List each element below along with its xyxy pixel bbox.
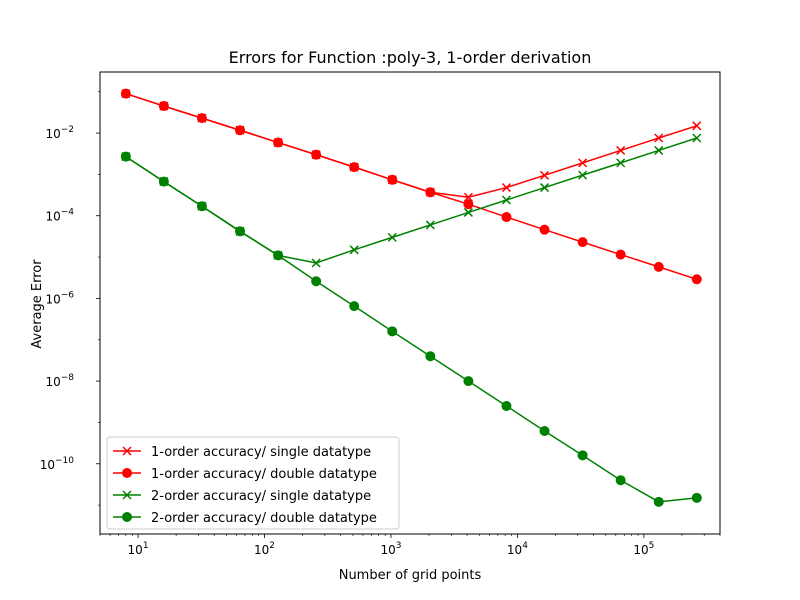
x-tick-label: 103 bbox=[380, 541, 401, 557]
data-point bbox=[577, 237, 588, 248]
data-point bbox=[578, 170, 588, 180]
y-tick-label: 10−2 bbox=[45, 125, 74, 141]
data-point bbox=[501, 212, 512, 223]
data-point bbox=[616, 145, 626, 155]
data-point bbox=[235, 226, 246, 237]
data-point bbox=[654, 145, 664, 155]
data-point bbox=[691, 274, 702, 285]
data-point bbox=[463, 199, 474, 210]
data-point bbox=[158, 101, 169, 112]
legend-marker bbox=[122, 490, 132, 500]
legend: 1-order accuracy/ single datatype 1-order… bbox=[106, 436, 400, 530]
data-point bbox=[691, 492, 702, 503]
data-point bbox=[501, 400, 512, 411]
data-point bbox=[463, 376, 474, 387]
data-point bbox=[235, 125, 246, 136]
data-point bbox=[463, 192, 473, 202]
y-axis-ticks: 10−2 10−4 10−6 10−8 10−10 bbox=[40, 125, 100, 472]
data-point bbox=[387, 232, 397, 242]
data-point bbox=[578, 158, 588, 168]
data-point bbox=[540, 170, 550, 180]
data-point bbox=[349, 301, 360, 312]
data-point bbox=[387, 174, 398, 185]
chart-title: Errors for Function :poly-3, 1-order der… bbox=[229, 48, 592, 67]
x-axis-label: Number of grid points bbox=[339, 568, 482, 583]
data-point bbox=[311, 149, 322, 160]
y-tick-label: 10−4 bbox=[45, 208, 74, 224]
data-point bbox=[654, 133, 664, 143]
axes-frame bbox=[99, 71, 721, 535]
data-point bbox=[196, 201, 207, 212]
data-point bbox=[311, 276, 322, 287]
data-point bbox=[349, 245, 359, 255]
data-point bbox=[616, 158, 626, 168]
y-axis-label: Average Error bbox=[30, 259, 45, 349]
y-minor-ticks bbox=[98, 91, 100, 506]
legend-marker bbox=[122, 446, 132, 456]
data-point bbox=[120, 88, 131, 99]
data-point bbox=[311, 258, 321, 268]
data-point bbox=[158, 176, 169, 187]
x-minor-ticks bbox=[99, 534, 721, 536]
data-point bbox=[577, 450, 588, 461]
data-point bbox=[539, 224, 550, 235]
legend-label: 1-order accuracy/ double datatype bbox=[151, 467, 377, 482]
data-point bbox=[463, 207, 473, 217]
data-point bbox=[425, 187, 436, 198]
plot-area: 101 102 103 104 105 10−2 10−4 10−6 10−8 10−10 bbox=[40, 71, 721, 557]
data-point bbox=[349, 162, 360, 173]
data-point bbox=[692, 133, 702, 143]
data-point bbox=[653, 261, 664, 272]
data-point bbox=[273, 137, 284, 148]
legend-label: 1-order accuracy/ single datatype bbox=[151, 445, 371, 460]
legend-item: 2-order accuracy/ double datatype bbox=[113, 511, 377, 526]
legend-label: 2-order accuracy/ double datatype bbox=[151, 511, 377, 526]
data-point bbox=[425, 220, 435, 230]
x-tick-label: 102 bbox=[254, 541, 275, 557]
legend-item: 1-order accuracy/ double datatype bbox=[113, 467, 377, 482]
data-point bbox=[196, 113, 207, 124]
y-tick-label: 10−10 bbox=[40, 456, 75, 472]
data-point bbox=[615, 249, 626, 260]
x-axis-ticks: 101 102 103 104 105 bbox=[128, 534, 654, 557]
series-line bbox=[125, 92, 698, 281]
series-line bbox=[125, 155, 697, 503]
legend-item: 1-order accuracy/ single datatype bbox=[113, 445, 371, 460]
data-point bbox=[653, 496, 664, 507]
data-point bbox=[120, 151, 131, 162]
series-4 bbox=[120, 151, 702, 507]
data-point bbox=[692, 121, 702, 131]
legend-marker bbox=[122, 468, 132, 478]
data-point bbox=[273, 250, 284, 261]
x-tick-label: 104 bbox=[507, 541, 528, 557]
legend-label: 2-order accuracy/ single datatype bbox=[151, 489, 371, 504]
legend-marker bbox=[122, 512, 132, 522]
data-point bbox=[615, 475, 626, 486]
series-2 bbox=[120, 88, 702, 285]
data-point bbox=[425, 351, 436, 362]
legend-box bbox=[106, 436, 400, 530]
x-tick-label: 105 bbox=[633, 541, 654, 557]
y-tick-label: 10−6 bbox=[45, 290, 74, 306]
y-tick-label: 10−8 bbox=[45, 373, 74, 389]
data-point bbox=[387, 326, 398, 337]
data-point bbox=[501, 195, 511, 205]
data-point bbox=[501, 183, 511, 193]
data-point bbox=[539, 426, 550, 437]
data-point bbox=[540, 183, 550, 193]
legend-item: 2-order accuracy/ single datatype bbox=[113, 489, 371, 504]
x-tick-label: 101 bbox=[128, 541, 149, 557]
